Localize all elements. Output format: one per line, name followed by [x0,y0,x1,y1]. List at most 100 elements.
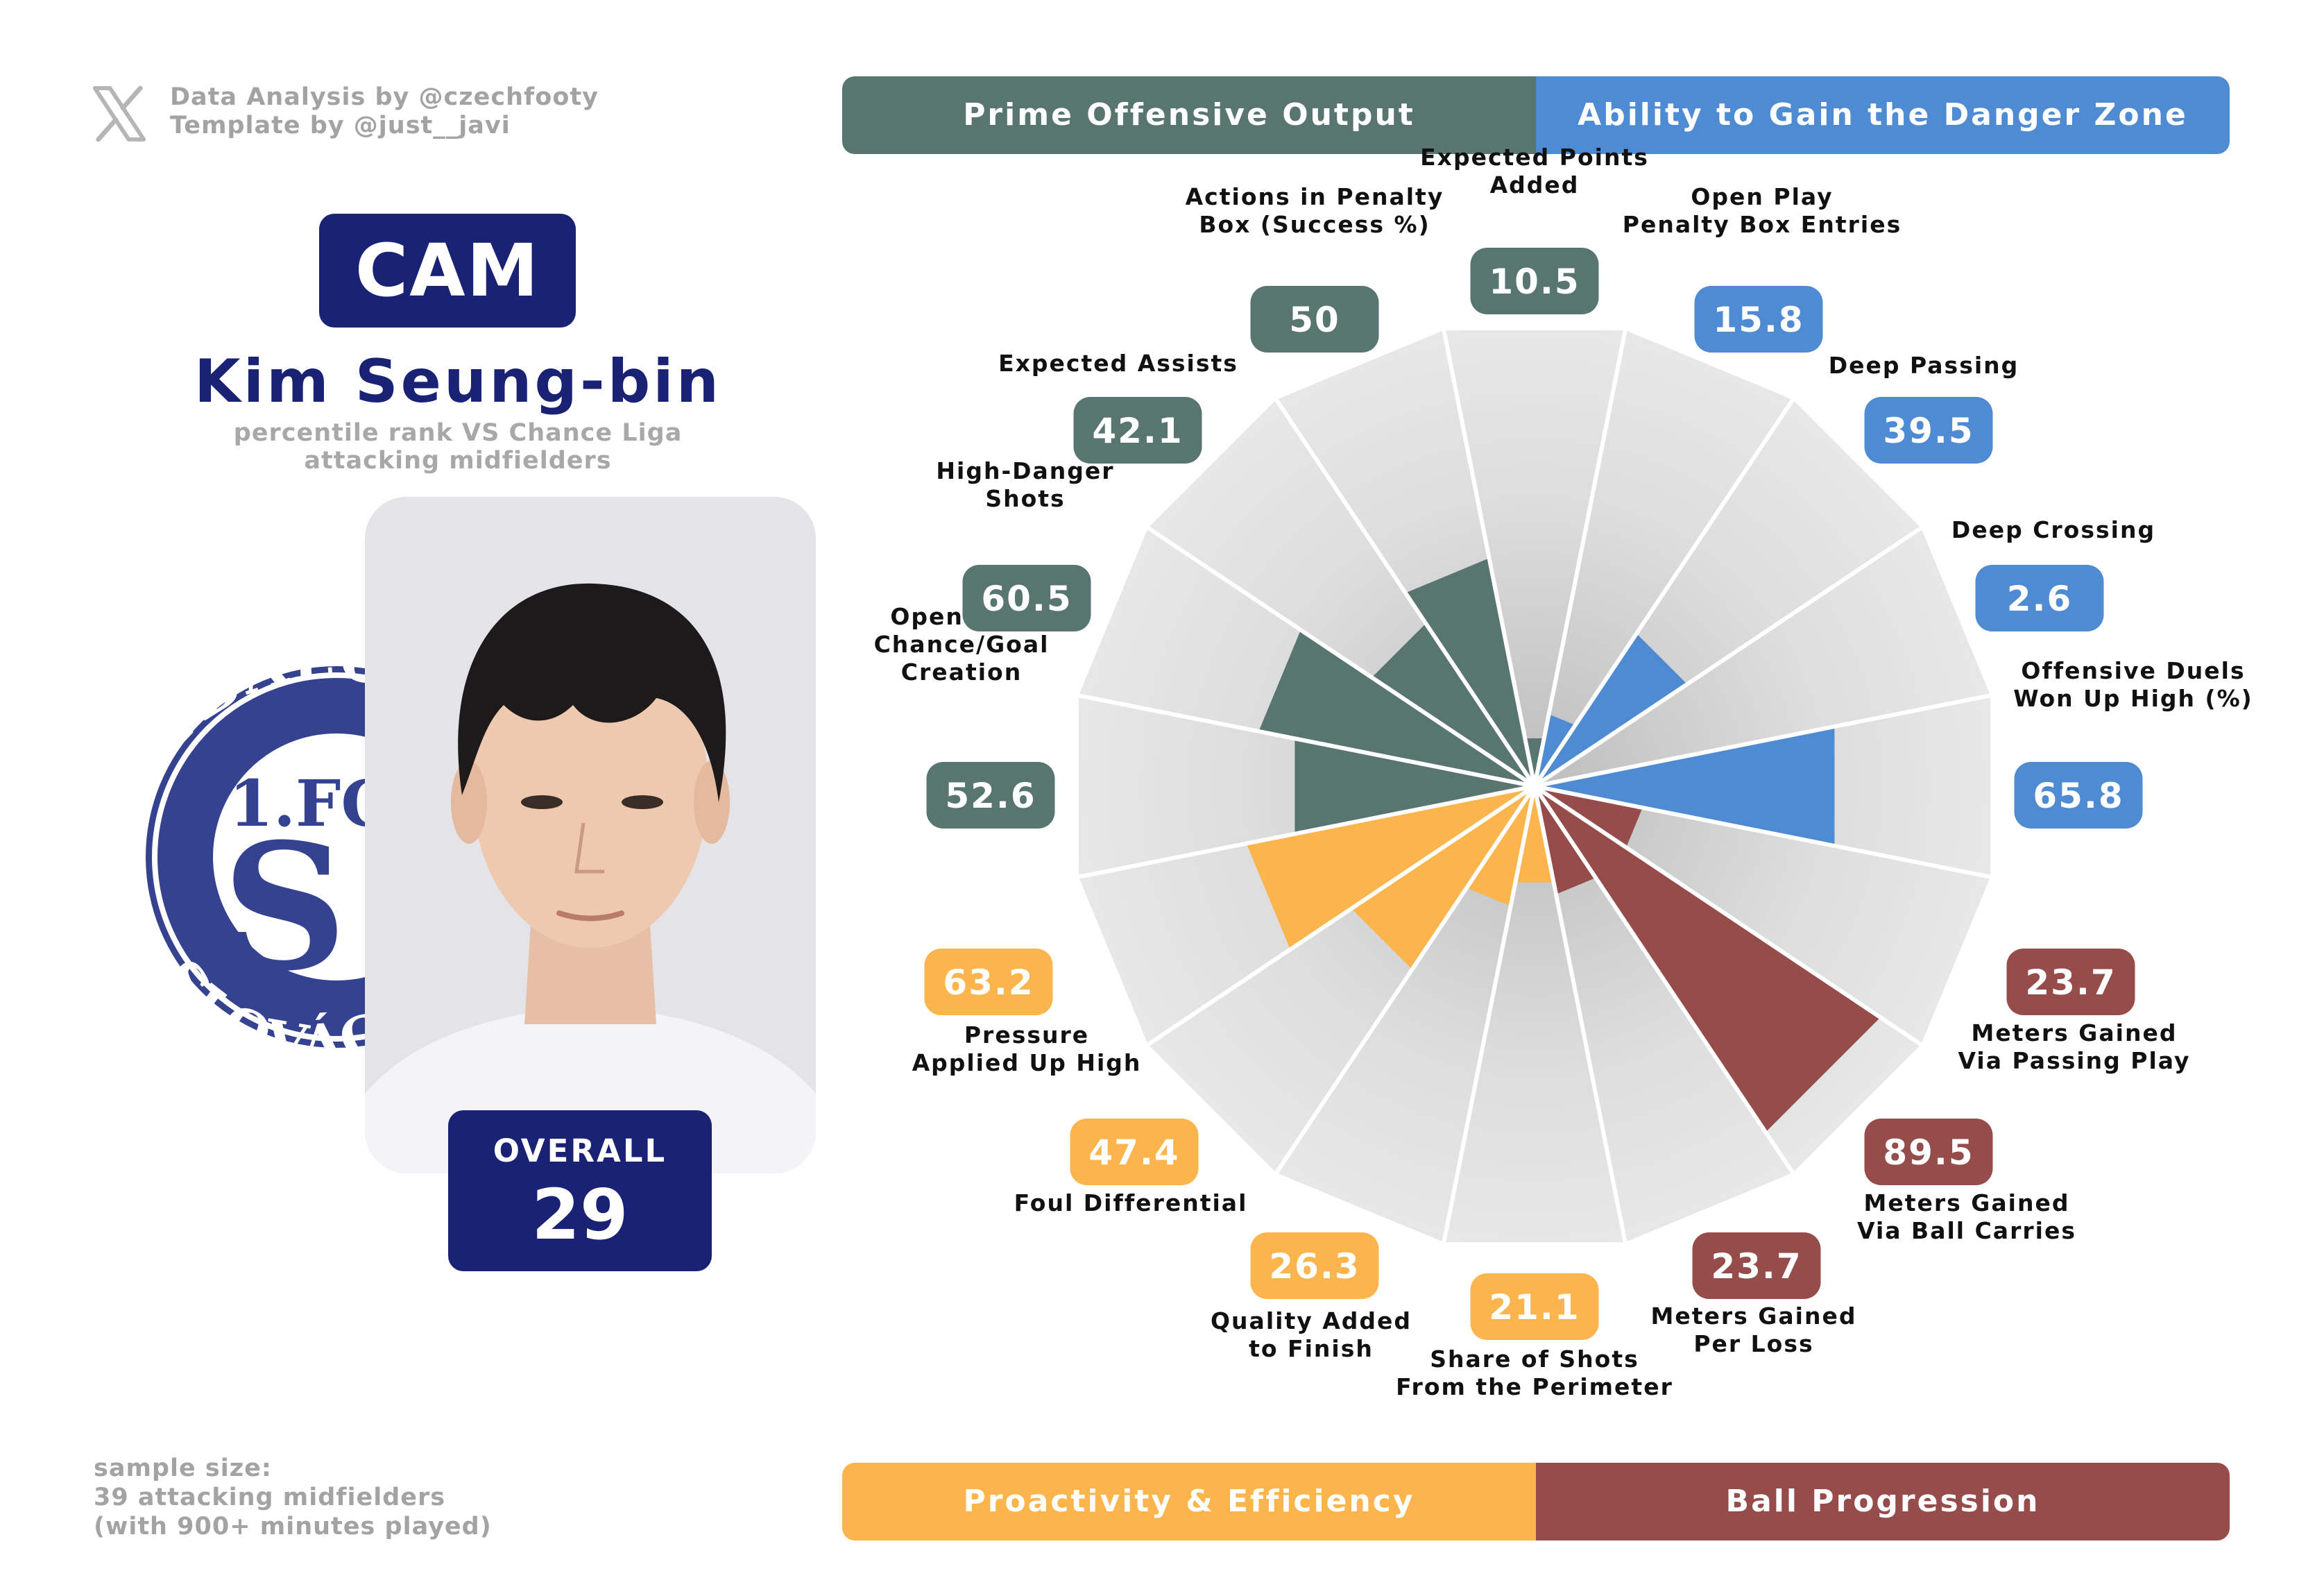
overall-score-box: OVERALL 29 [448,1110,712,1271]
category-prime-offensive-output: Prime Offensive Output [842,76,1536,154]
metric-label-line: Via Passing Play [1958,1047,2190,1074]
value-badge-text: 23.7 [1711,1246,1802,1287]
value-badge-text: 50 [1289,300,1340,340]
metric-label-line: Via Ball Carries [1857,1217,2076,1244]
value-badge [1070,1119,1199,1185]
radar-wedge-background [1535,330,1793,786]
value-badge [926,762,1055,829]
value-badge-text: 2.6 [2007,579,2073,619]
radar-spoke [1078,784,1535,879]
metric-label: Offensive Duels Won Up High (%) [2013,657,2253,712]
value-badge-text: 89.5 [1883,1132,1974,1173]
metric-label-line: Deep Passing [1829,352,2019,379]
value-badge-text: 23.7 [2025,962,2116,1003]
metric-label-line: Actions in Penalty [1186,183,1444,210]
metric-label-line: Deep Crossing [1951,516,2155,543]
metric-label: Actions in Penalty Box (Success %) [1186,183,1444,238]
value-badge [2014,762,2143,829]
metric-label: Deep Passing [1829,352,2019,379]
value-badge [1694,286,1823,353]
radar-value-wedge [1535,634,1687,786]
metric-label: Meters Gained Per Loss [1651,1302,1857,1357]
value-badge [2006,949,2135,1015]
metric-label: Deep Crossing [1951,516,2155,543]
sample-size-line-2: 39 attacking midfielders [94,1484,446,1511]
overall-value: 29 [531,1174,629,1255]
metric-label-line: Expected Points [1420,144,1649,171]
radar-wedge-background [1535,786,1991,1045]
credits-template: Template by @just__javi [170,112,511,139]
radar-value-wedge [1535,786,1596,894]
value-badge-text: 60.5 [981,579,1072,619]
metric-label-line: Pressure [964,1021,1089,1049]
metric-label-line: Creation [901,659,1022,686]
radar-spoke [1532,785,1795,1174]
metric-label: Meters Gained Via Ball Carries [1857,1189,2076,1244]
value-badge [962,565,1091,631]
metric-label-line: Foul Differential [1014,1189,1248,1216]
crest-star-icon [121,985,153,1016]
metric-label-line: Meters Gained [1972,1019,2178,1046]
metric-label-line: Share of Shots [1430,1345,1639,1373]
radar-spoke [1274,785,1537,1174]
radar-value-wedge [1405,558,1535,786]
metric-label: Foul Differential [1014,1189,1248,1216]
subtitle: percentile rank VS Chance Liga attacking… [104,419,812,475]
value-badge-text: 39.5 [1883,411,1974,451]
value-badge-text: 21.1 [1489,1287,1580,1327]
category-ball-progression: Ball Progression [1536,1463,2230,1540]
value-badge [1470,248,1599,314]
value-badge [1975,565,2104,631]
credits: Data Analysis by @czechfooty Template by… [170,83,599,140]
radar-spoke [1533,526,1922,788]
radar-spoke [1532,786,1627,1243]
radar-wedge-background [1444,786,1625,1243]
metric-label-line: Meters Gained [1651,1302,1857,1330]
radar-wedge-background [1535,786,1793,1243]
value-badge [924,949,1053,1015]
value-badge [1073,397,1202,464]
radar-value-wedge [1246,786,1535,950]
club-crest-logo: FOTBALOVÝ SLOVÁCKO 1.FC S [69,618,416,1078]
value-badge-text: 63.2 [943,962,1034,1003]
radar-wedge-background [1276,786,1535,1243]
radar-spoke [1532,330,1627,787]
metric-label: High-Danger Shots [936,457,1114,512]
radar-spoke [1147,526,1536,788]
radar-value-wedge [1351,786,1535,970]
metric-label: Expected Assists [998,350,1238,377]
metric-label: Meters Gained Via Passing Play [1958,1019,2190,1074]
radar-value-wedge [1515,786,1554,883]
value-badge-text: 42.1 [1092,411,1183,451]
radar-value-wedge [1535,727,1835,846]
radar-value-wedge [1535,786,1643,848]
credits-analysis: Data Analysis by @czechfooty [170,83,599,111]
player-name: Kim Seung-bin [194,347,721,416]
value-badge [1864,1119,1993,1185]
metric-label-line: Applied Up High [912,1049,1142,1076]
metric-label-line: Per Loss [1693,1330,1813,1357]
radar-spoke [1534,784,1991,879]
category-proactivity-efficiency: Proactivity & Efficiency [842,1463,1536,1540]
sample-size-note: sample size: 39 attacking midfielders (w… [94,1454,492,1541]
crest-letter: S [222,805,348,1009]
radar-value-wedge [1295,738,1535,834]
radar-spoke [1532,398,1795,788]
radar-spoke [1533,784,1922,1046]
value-badge [1864,397,1993,464]
crest-text-mid: 1.FC [229,766,392,841]
sample-size-line-3: (with 900+ minutes played) [94,1513,492,1540]
value-badge-text: 47.4 [1088,1132,1179,1173]
metric-label-line: Shots [985,485,1065,512]
radar-values [1246,558,1881,1132]
radar-wedge-background [1444,330,1625,786]
value-badge-text: 52.6 [945,776,1036,816]
value-badge-text: 15.8 [1713,300,1804,340]
overall-label: OVERALL [493,1132,667,1169]
radar-value-wedge [1535,786,1881,1132]
metric-label-line: Added [1490,171,1580,198]
subtitle-line-2: attacking midfielders [304,447,612,475]
radar-value-wedge [1467,786,1535,906]
radar-spokes [1078,330,1991,1243]
metric-label: Open Play Penalty Box Entries [1623,183,1902,238]
